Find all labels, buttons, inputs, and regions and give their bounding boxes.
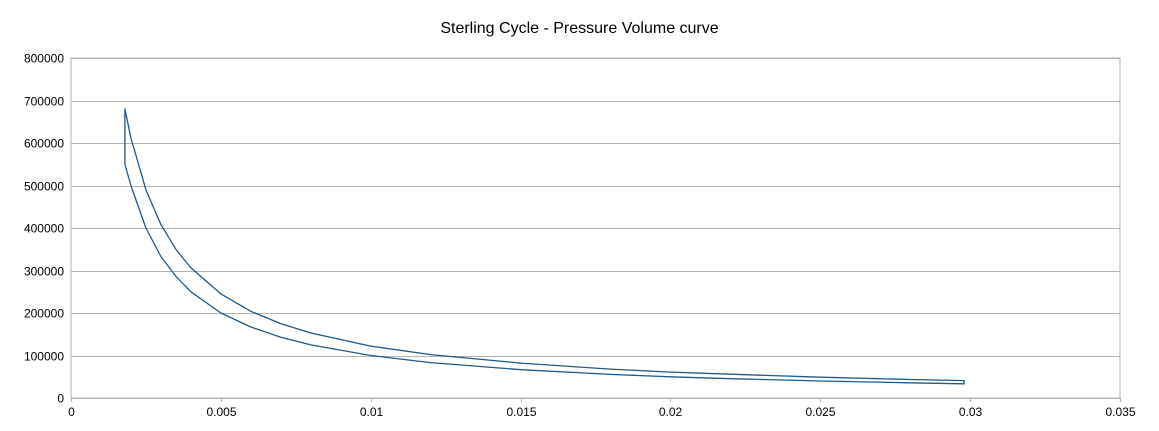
y-tick-label: 700000 — [24, 95, 64, 109]
y-tick-label: 600000 — [24, 137, 64, 151]
x-tick-label: 0.025 — [805, 405, 835, 419]
grid-layer — [71, 58, 1121, 402]
x-tick-label: 0.02 — [659, 405, 683, 419]
y-tick-label: 100000 — [24, 350, 64, 364]
series-line-0 — [124, 108, 965, 385]
y-axis-tick-labels: 0 100000 200000 300000 400000 500000 600000 700… — [24, 52, 64, 406]
y-tick-label: 300000 — [24, 265, 64, 279]
x-tick-label: 0.015 — [506, 405, 536, 419]
y-tick-label: 200000 — [24, 307, 64, 321]
x-tick-label: 0.035 — [1105, 405, 1135, 419]
x-tick-label: 0 — [68, 405, 75, 419]
y-tick-label: 400000 — [24, 222, 64, 236]
x-tick-label: 0.005 — [206, 405, 236, 419]
x-tick-label: 0.01 — [360, 405, 384, 419]
plot-area-frame — [70, 57, 1121, 399]
y-tick-label: 500000 — [24, 180, 64, 194]
y-tick-label: 0 — [57, 392, 64, 406]
x-axis-tick-labels: 0 0.005 0.01 0.015 0.02 0.025 0.03 0.035 — [68, 405, 1136, 419]
chart-title: Sterling Cycle - Pressure Volume curve — [440, 20, 718, 37]
x-tick-label: 0.03 — [959, 405, 983, 419]
y-tick-label: 800000 — [24, 52, 64, 66]
series-layer — [124, 108, 965, 385]
